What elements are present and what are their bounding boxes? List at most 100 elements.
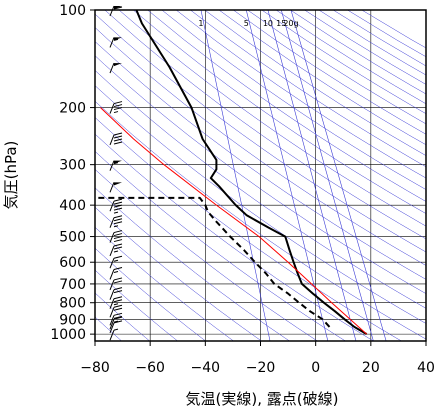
wind-barb-feather (113, 132, 123, 136)
x-axis-title: 気温(実線), 露点(破線) (186, 390, 339, 408)
dry-adiabat (218, 10, 426, 146)
wind-barb (109, 255, 123, 269)
x-tick-label: −80 (80, 360, 110, 376)
wind-barb (109, 182, 122, 193)
wind-barb-feather (113, 230, 123, 234)
y-tick-label: 100 (59, 3, 86, 19)
y-axis-title: 気圧(hPa) (2, 141, 20, 210)
wind-barb (109, 62, 122, 74)
wind-barb-staff (109, 269, 115, 280)
dry-adiabat (95, 117, 402, 341)
wind-barb (109, 37, 122, 48)
wind-barb-half-feather (113, 271, 119, 273)
parcel-line (100, 107, 368, 335)
temperature-line (135, 10, 368, 335)
wind-barb (109, 316, 123, 330)
mixing-ratio-label: 1 (198, 19, 203, 28)
wind-barb-half-feather (113, 211, 119, 214)
wind-barb-feather (113, 6, 123, 10)
wind-barb (109, 230, 123, 243)
dry-adiabat (95, 206, 262, 341)
wind-barb-feather (113, 239, 123, 243)
dry-adiabat (95, 247, 206, 341)
wind-barb-feather (113, 280, 123, 284)
dry-adiabat (133, 10, 426, 214)
wind-barb-feather (113, 141, 123, 145)
dry-adiabat (95, 226, 234, 341)
wind-barb-half-feather (113, 250, 119, 253)
wind-barb-feather (113, 204, 123, 208)
y-tick-label: 1000 (50, 327, 86, 343)
dry-adiabat (147, 10, 426, 202)
x-tick-label: −60 (135, 360, 165, 376)
dry-adiabat (95, 133, 374, 341)
dry-adiabat (95, 41, 426, 280)
wind-barb-staff (109, 200, 115, 212)
wind-barb-staff (109, 160, 115, 171)
wind-barb-feather (113, 207, 123, 211)
wind-barb-staff (109, 134, 115, 146)
wind-barb-feather (113, 312, 123, 316)
mixing-ratio-line (280, 10, 374, 341)
wind-barb (109, 277, 123, 291)
wind-barb-staff (109, 329, 115, 341)
x-tick-label: 20 (362, 360, 380, 376)
series-lines (97, 10, 368, 335)
wind-barb-staff (109, 5, 115, 17)
wind-barb-half-feather (113, 225, 119, 228)
wind-barb-staff (109, 217, 115, 228)
wind-barb-half-feather (113, 303, 119, 306)
dry-adiabat (95, 187, 290, 341)
wind-barb-feather (113, 198, 123, 202)
wind-barb-feather (113, 221, 123, 225)
wind-barb-feather (113, 315, 123, 319)
dry-adiabats (95, 10, 426, 341)
wind-barb-feather (113, 135, 123, 139)
wind-barb-staff (109, 37, 115, 48)
wind-barb (109, 198, 123, 214)
wind-barb-feather (113, 233, 123, 237)
mixing-ratio-label: 15 (276, 19, 286, 28)
wind-barb-half-feather (113, 259, 119, 262)
dry-adiabat (95, 27, 426, 266)
wind-barb (109, 5, 123, 17)
y-tick-label: 700 (59, 277, 86, 293)
dry-adiabat (95, 316, 122, 341)
wind-barb (109, 160, 122, 171)
wind-barb-feather (113, 287, 123, 291)
dry-adiabat (176, 10, 426, 179)
wind-barb-staff (109, 318, 115, 330)
mixing-ratio-line (200, 10, 271, 341)
wind-barb-staff (109, 62, 115, 74)
x-tick-label: 0 (311, 360, 320, 376)
wind-barb (109, 296, 123, 309)
y-tick-label: 800 (59, 296, 86, 312)
wind-barbs (109, 5, 123, 341)
wind-barb-half-feather (113, 38, 119, 41)
x-tick-label: −20 (246, 360, 276, 376)
wind-barb-feather (113, 307, 123, 311)
wind-barb-feather (113, 101, 123, 105)
wind-barb (109, 287, 123, 300)
wind-barb-feather (113, 304, 123, 308)
mixing-ratio-label: 20g (283, 19, 298, 28)
wind-barb-staff (109, 289, 115, 300)
wind-barb-staff (109, 279, 115, 291)
wind-barb-flag (114, 182, 122, 186)
wind-barb-staff (109, 315, 115, 326)
wind-barb-feather (113, 107, 123, 111)
wind-barb (109, 312, 123, 326)
wind-barb (109, 215, 123, 228)
wind-barb-staff (109, 258, 115, 269)
wind-barb-feather (113, 255, 123, 259)
dry-adiabat (161, 10, 426, 190)
wind-barb-feather (113, 320, 123, 324)
wind-barb (109, 132, 123, 146)
dry-adiabat (95, 168, 318, 341)
y-tick-label: 200 (59, 101, 86, 117)
wind-barb-flag (114, 63, 122, 67)
x-axis: −80 −60 −40 −20 0 20 40 (80, 341, 435, 376)
